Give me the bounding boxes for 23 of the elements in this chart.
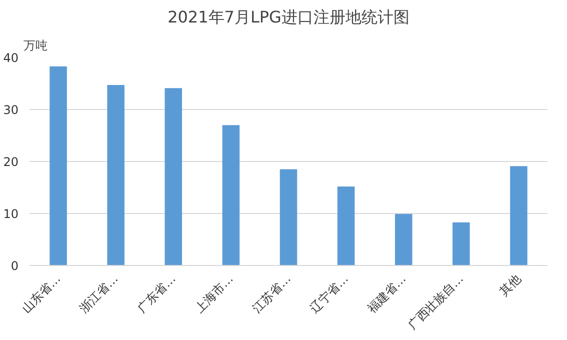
- y-axis-title: 万吨: [24, 38, 48, 52]
- bar: [107, 85, 124, 266]
- x-tick-label: 辽宁省…: [307, 272, 352, 316]
- x-tick-label: 上海市…: [192, 272, 236, 316]
- x-tick-label: 浙江省…: [76, 272, 121, 316]
- y-tick-label: 30: [3, 103, 19, 117]
- x-tick-label: 山东省…: [19, 272, 64, 316]
- y-tick-label: 20: [3, 155, 19, 169]
- x-tick-label: 江苏省…: [250, 272, 294, 316]
- bar: [50, 66, 67, 266]
- y-tick-label: 40: [3, 51, 19, 65]
- x-tick-label: 广东省…: [134, 272, 178, 316]
- bar: [452, 222, 470, 266]
- chart-title: 2021年7月LPG进口注册地统计图: [168, 8, 410, 26]
- bar: [394, 214, 412, 266]
- y-tick-label: 0: [10, 259, 19, 273]
- y-tick-label: 10: [3, 207, 19, 221]
- bar: [510, 166, 528, 266]
- bar: [222, 125, 240, 266]
- bar: [164, 88, 182, 266]
- bar: [280, 169, 298, 266]
- bar: [337, 186, 355, 266]
- x-tick-label: 其他: [496, 272, 524, 298]
